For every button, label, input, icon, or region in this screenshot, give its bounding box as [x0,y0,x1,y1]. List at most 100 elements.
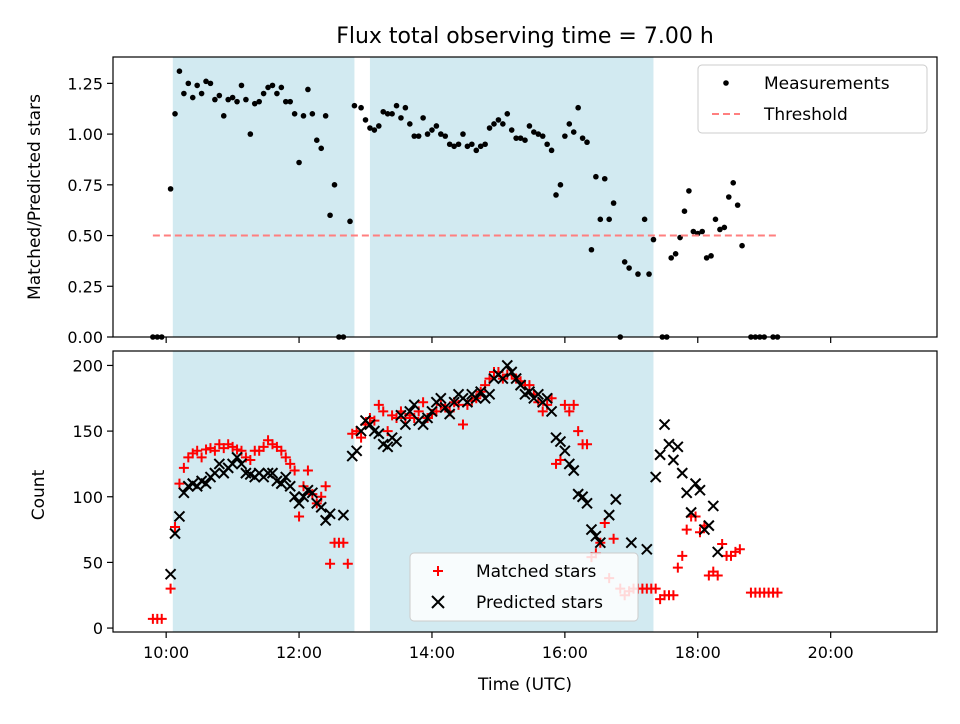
data-point [588,246,595,253]
data-point [559,399,570,410]
data-point [535,131,542,137]
x-tick-label: 20:00 [808,643,854,662]
legend-marker [723,80,729,86]
data-point [167,186,174,192]
top-shaded-intervals [172,57,654,337]
legend-label: Measurements [764,74,890,94]
data-point [185,80,192,87]
data-point [373,428,385,440]
data-point [384,111,391,117]
y-tick-label: 1.00 [67,125,103,144]
legend-entry: Matched stars [433,562,596,582]
data-point [730,179,737,186]
data-point [641,543,653,555]
data-point [593,173,599,180]
data-point [568,399,579,410]
data-point [362,117,369,123]
data-point [712,216,719,223]
data-point [380,108,387,115]
data-point [667,454,680,466]
data-point [513,135,519,141]
data-point [251,100,258,107]
data-point [606,216,612,223]
data-point [200,477,212,490]
data-point [225,96,231,103]
data-point [232,444,243,455]
data-point [532,388,544,401]
data-point [429,127,435,133]
top-y-ticks: 0.00 0.25 0.50 0.75 1.00 1.25 [67,74,113,347]
data-point [689,477,702,490]
data-point [455,141,462,148]
data-point [274,90,280,97]
data-point [324,508,336,520]
data-point [420,115,426,121]
data-point [672,562,683,573]
data-point [285,458,296,469]
data-point [207,80,214,87]
data-point [721,224,728,231]
data-point [411,133,418,139]
data-point [170,521,181,532]
data-point [297,491,310,503]
data-point [739,242,745,249]
data-point [266,467,279,479]
x-tick-label: 10:00 [143,643,189,662]
top-x-ticks [165,337,832,343]
data-point [555,454,566,465]
data-point [381,441,394,453]
data-point [325,558,336,569]
data-point [676,467,688,479]
data-point [320,481,331,492]
data-point [216,92,223,99]
data-point [196,452,207,463]
data-point [355,425,367,437]
data-point [699,228,706,235]
data-point [212,96,218,103]
data-point [435,392,447,404]
data-point [174,478,185,489]
data-point [712,570,723,581]
data-point [658,418,671,431]
y-tick-label: 1.25 [67,74,103,93]
data-point [451,143,457,150]
data-point [672,441,684,453]
data-point [686,188,692,194]
data-point [576,491,589,503]
data-point [181,90,187,97]
data-point [668,255,674,261]
data-point [625,537,638,549]
data-point [570,129,577,135]
data-point [291,111,298,117]
data-point [322,113,329,119]
data-point [390,435,403,448]
data-point [398,115,404,121]
data-point [426,405,438,418]
y-tick-label: 0 [93,619,103,638]
top-y-axis-label: Matched/Predicted stars [25,94,45,300]
data-point [564,406,575,417]
data-point [603,509,615,521]
data-point [415,133,422,139]
data-point [559,445,571,457]
legend-marker [431,595,445,609]
data-point [522,137,528,143]
data-point [703,255,710,261]
data-point [288,491,301,503]
bottom-x-ticks: 10:00 12:00 14:00 16:00 18:00 20:00 [143,632,854,662]
legend-label: Predicted stars [476,593,603,613]
data-point [351,102,358,109]
data-point [280,452,291,463]
data-point [608,533,619,544]
data-point [514,379,527,391]
data-point [439,401,451,414]
x-tick-label: 16:00 [542,643,588,662]
data-point [649,471,662,483]
data-point [772,587,783,598]
top-legend: Measurements Threshold [697,64,928,134]
data-point [460,131,466,137]
data-point [506,366,518,378]
data-point [389,111,395,117]
data-point [164,568,177,580]
data-point [568,464,580,477]
